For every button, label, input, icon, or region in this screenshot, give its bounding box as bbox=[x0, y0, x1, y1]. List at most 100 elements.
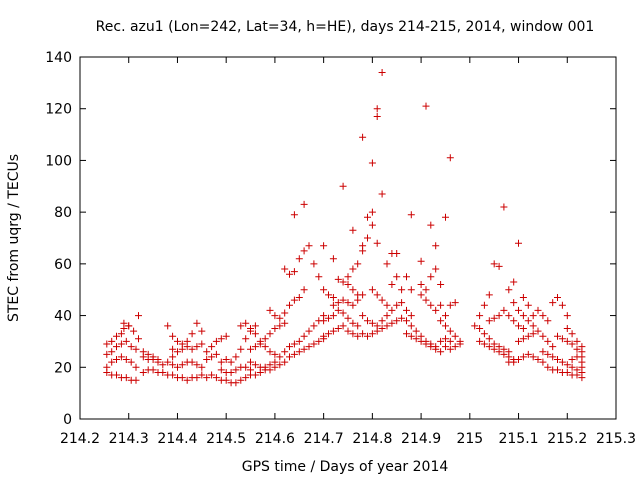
data-point bbox=[271, 325, 279, 332]
data-point bbox=[159, 369, 167, 376]
data-point bbox=[305, 242, 313, 250]
data-point bbox=[568, 363, 576, 371]
data-point bbox=[403, 306, 410, 314]
data-point bbox=[295, 255, 303, 263]
data-point bbox=[339, 322, 347, 330]
data-point bbox=[407, 332, 415, 340]
data-point bbox=[378, 69, 386, 76]
data-point bbox=[300, 247, 308, 255]
data-point bbox=[505, 286, 513, 294]
data-point bbox=[393, 317, 401, 325]
data-point bbox=[383, 322, 391, 330]
data-point bbox=[500, 203, 508, 211]
x-tick-label: 215 bbox=[456, 431, 483, 447]
data-point bbox=[300, 200, 308, 208]
data-point bbox=[529, 312, 537, 320]
data-point bbox=[510, 278, 518, 286]
data-point bbox=[310, 260, 318, 268]
data-point bbox=[329, 294, 337, 301]
data-point bbox=[368, 208, 376, 216]
data-point bbox=[515, 239, 522, 247]
data-point bbox=[349, 286, 357, 294]
data-point bbox=[427, 301, 435, 309]
data-point bbox=[237, 322, 245, 330]
plot-frame bbox=[79, 56, 617, 420]
data-point bbox=[339, 182, 347, 190]
data-point bbox=[329, 255, 337, 263]
data-point bbox=[266, 330, 274, 338]
data-point bbox=[554, 366, 561, 374]
data-point bbox=[113, 332, 120, 340]
data-point bbox=[300, 345, 308, 353]
data-point bbox=[432, 345, 440, 353]
data-point bbox=[368, 330, 376, 338]
data-point bbox=[334, 325, 342, 332]
data-point bbox=[549, 353, 557, 361]
data-point bbox=[271, 350, 279, 358]
data-point bbox=[515, 356, 522, 363]
data-point bbox=[388, 281, 396, 288]
data-point bbox=[295, 294, 303, 301]
data-point bbox=[334, 299, 342, 307]
data-point bbox=[266, 306, 274, 314]
data-point bbox=[383, 260, 391, 268]
y-axis-label: STEC from uqrg / TECUs bbox=[6, 154, 22, 322]
data-point bbox=[198, 340, 206, 348]
data-point bbox=[539, 348, 547, 356]
y-tick-label: 140 bbox=[45, 50, 72, 66]
data-point bbox=[183, 376, 191, 384]
data-point bbox=[378, 325, 386, 332]
data-point bbox=[127, 343, 135, 351]
data-point bbox=[188, 358, 196, 366]
data-point bbox=[364, 234, 371, 242]
data-point bbox=[193, 374, 201, 382]
data-point bbox=[393, 273, 401, 281]
data-point bbox=[476, 325, 484, 332]
data-point bbox=[451, 332, 459, 340]
data-point bbox=[212, 374, 220, 382]
data-point bbox=[442, 312, 449, 320]
data-point bbox=[568, 340, 576, 348]
data-point bbox=[266, 366, 274, 374]
data-point bbox=[135, 335, 142, 343]
data-point bbox=[310, 322, 318, 330]
data-point bbox=[208, 353, 216, 361]
data-point bbox=[247, 345, 254, 353]
data-point bbox=[122, 356, 130, 363]
data-point bbox=[281, 319, 289, 327]
data-point bbox=[227, 358, 235, 366]
data-point bbox=[485, 343, 493, 351]
data-point bbox=[519, 335, 527, 343]
data-point bbox=[113, 371, 120, 379]
data-point bbox=[563, 325, 571, 332]
y-tick-label: 20 bbox=[54, 360, 72, 376]
x-tick-label: 214.4 bbox=[157, 431, 197, 447]
data-point bbox=[174, 337, 181, 345]
data-point bbox=[407, 286, 415, 294]
data-point bbox=[437, 301, 445, 309]
data-point bbox=[534, 306, 542, 314]
data-point bbox=[368, 286, 376, 294]
data-point bbox=[208, 343, 216, 351]
data-point bbox=[295, 337, 303, 345]
data-point bbox=[159, 361, 167, 369]
data-point bbox=[251, 343, 259, 351]
data-point bbox=[485, 335, 493, 343]
data-point bbox=[164, 358, 172, 366]
data-point bbox=[315, 273, 323, 281]
data-point bbox=[368, 159, 376, 167]
data-point bbox=[534, 356, 542, 363]
data-point bbox=[573, 371, 581, 379]
data-point bbox=[178, 361, 186, 369]
x-tick-label: 214.6 bbox=[255, 431, 295, 447]
data-point bbox=[295, 348, 303, 356]
data-point bbox=[393, 301, 401, 309]
data-point bbox=[222, 376, 230, 384]
data-point bbox=[446, 327, 454, 335]
data-point bbox=[378, 317, 386, 325]
data-point bbox=[286, 301, 293, 309]
data-point bbox=[539, 312, 547, 320]
data-point bbox=[573, 345, 581, 353]
data-point bbox=[359, 291, 367, 299]
data-point bbox=[388, 306, 396, 314]
